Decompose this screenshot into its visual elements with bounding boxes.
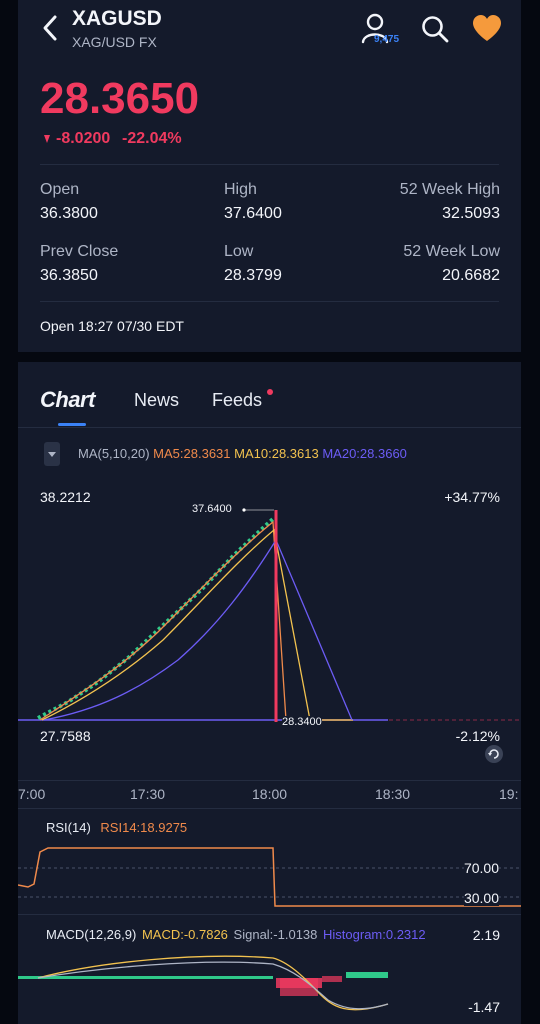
ma10-value: MA10:28.3613 xyxy=(234,446,319,461)
ma-dropdown-toggle[interactable] xyxy=(44,442,60,466)
chart-bottom-right-percent: -2.12% xyxy=(455,728,500,744)
tab-chart-label: Chart xyxy=(40,387,95,412)
open-value: 36.3800 xyxy=(40,205,98,222)
price-drop-candle xyxy=(274,510,278,722)
tab-news[interactable]: News xyxy=(134,390,180,410)
divider xyxy=(40,301,499,302)
macd-value: MACD:-0.7826 xyxy=(141,927,228,942)
low-label: Low xyxy=(224,243,254,260)
tab-chart[interactable]: Chart xyxy=(40,387,95,426)
ma-legend: MA(5,10,20) MA5:28.3631 MA10:28.3613 MA2… xyxy=(78,446,407,461)
rsi-level-low: 30.00 xyxy=(463,890,499,906)
ma-legend-label: MA(5,10,20) xyxy=(78,446,150,461)
high-label: High xyxy=(224,181,257,198)
ma5-value: MA5:28.3631 xyxy=(153,446,231,461)
chart-top-right-percent: +34.77% xyxy=(444,489,500,505)
macd-legend: MACD(12,26,9) MACD:-0.7826 Signal:-1.013… xyxy=(46,927,426,942)
person-icon[interactable] xyxy=(360,12,390,44)
ma20-line xyxy=(43,538,353,721)
prev-close-value: 36.3850 xyxy=(40,267,98,284)
divider xyxy=(18,780,521,781)
rsi-value: RSI14:18.9275 xyxy=(100,820,188,835)
chart-top-left-value: 38.2212 xyxy=(40,489,91,505)
macd-signal: Signal:-1.0138 xyxy=(233,927,318,942)
time-label-3: 18:00 xyxy=(252,786,288,802)
divider xyxy=(40,164,499,165)
back-chevron-icon[interactable] xyxy=(40,14,60,42)
down-triangle-icon xyxy=(44,135,50,143)
tab-active-indicator xyxy=(58,423,86,426)
time-label-4: 18:30 xyxy=(375,786,411,802)
market-status: Open 18:27 07/30 EDT xyxy=(40,318,184,334)
macd-histogram-bars xyxy=(18,972,388,996)
price-change: -8.0200 xyxy=(56,130,111,147)
symbol-title: XAGUSD xyxy=(72,7,162,30)
rsi-label: RSI(14) xyxy=(46,820,91,835)
reset-zoom-icon[interactable] xyxy=(484,744,504,764)
rsi-legend: RSI(14) RSI14:18.9275 xyxy=(46,820,187,835)
macd-histogram: Histogram:0.2312 xyxy=(323,927,426,942)
high-value: 37.6400 xyxy=(224,205,282,222)
symbol-subtitle: XAG/USD FX xyxy=(72,34,157,50)
current-price: 28.3650 xyxy=(40,74,200,123)
low-value: 28.3799 xyxy=(224,267,282,284)
macd-label: MACD(12,26,9) xyxy=(46,927,137,942)
macd-chart xyxy=(18,955,389,1011)
macd-top-value: 2.19 xyxy=(472,927,500,943)
price-change-percent: -22.04% xyxy=(122,130,182,147)
high-marker-label: 37.6400 xyxy=(192,503,232,515)
ma5-line xyxy=(39,520,353,721)
week52-high-label: 52 Week High xyxy=(399,181,500,198)
week52-low-value: 20.6682 xyxy=(442,267,500,284)
chart-card: Chart News Feeds MA(5,10,20) MA5:28.3631… xyxy=(18,362,521,1024)
time-label-1: 7:00 xyxy=(18,786,46,802)
divider xyxy=(18,427,521,428)
follower-count: 9,475 xyxy=(374,34,400,45)
open-label: Open xyxy=(40,181,80,198)
week52-high-value: 32.5093 xyxy=(442,205,500,222)
notification-dot xyxy=(267,389,273,395)
rsi-chart xyxy=(18,847,521,907)
macd-bottom-value: -1.47 xyxy=(468,999,500,1015)
ma20-value: MA20:28.3660 xyxy=(322,446,407,461)
search-icon[interactable] xyxy=(420,14,450,44)
price-chart[interactable] xyxy=(18,480,521,780)
candles xyxy=(37,516,276,720)
chevron-down-icon xyxy=(48,452,56,457)
time-label-2: 17:30 xyxy=(130,786,166,802)
time-label-5: 19: xyxy=(499,786,519,802)
low-marker-label: 28.3400 xyxy=(282,716,322,728)
heart-icon[interactable] xyxy=(472,15,502,43)
divider xyxy=(18,914,521,915)
week52-low-label: 52 Week Low xyxy=(403,243,500,260)
quote-card: XAGUSD XAG/USD FX 9,475 28.3650 -8.0200 … xyxy=(18,0,521,352)
tab-feeds[interactable]: Feeds xyxy=(212,390,263,410)
prev-close-label: Prev Close xyxy=(40,243,119,260)
divider xyxy=(18,808,521,809)
ma10-line xyxy=(41,528,353,721)
rsi-level-high: 70.00 xyxy=(463,860,499,876)
chart-bottom-left-value: 27.7588 xyxy=(40,728,91,744)
